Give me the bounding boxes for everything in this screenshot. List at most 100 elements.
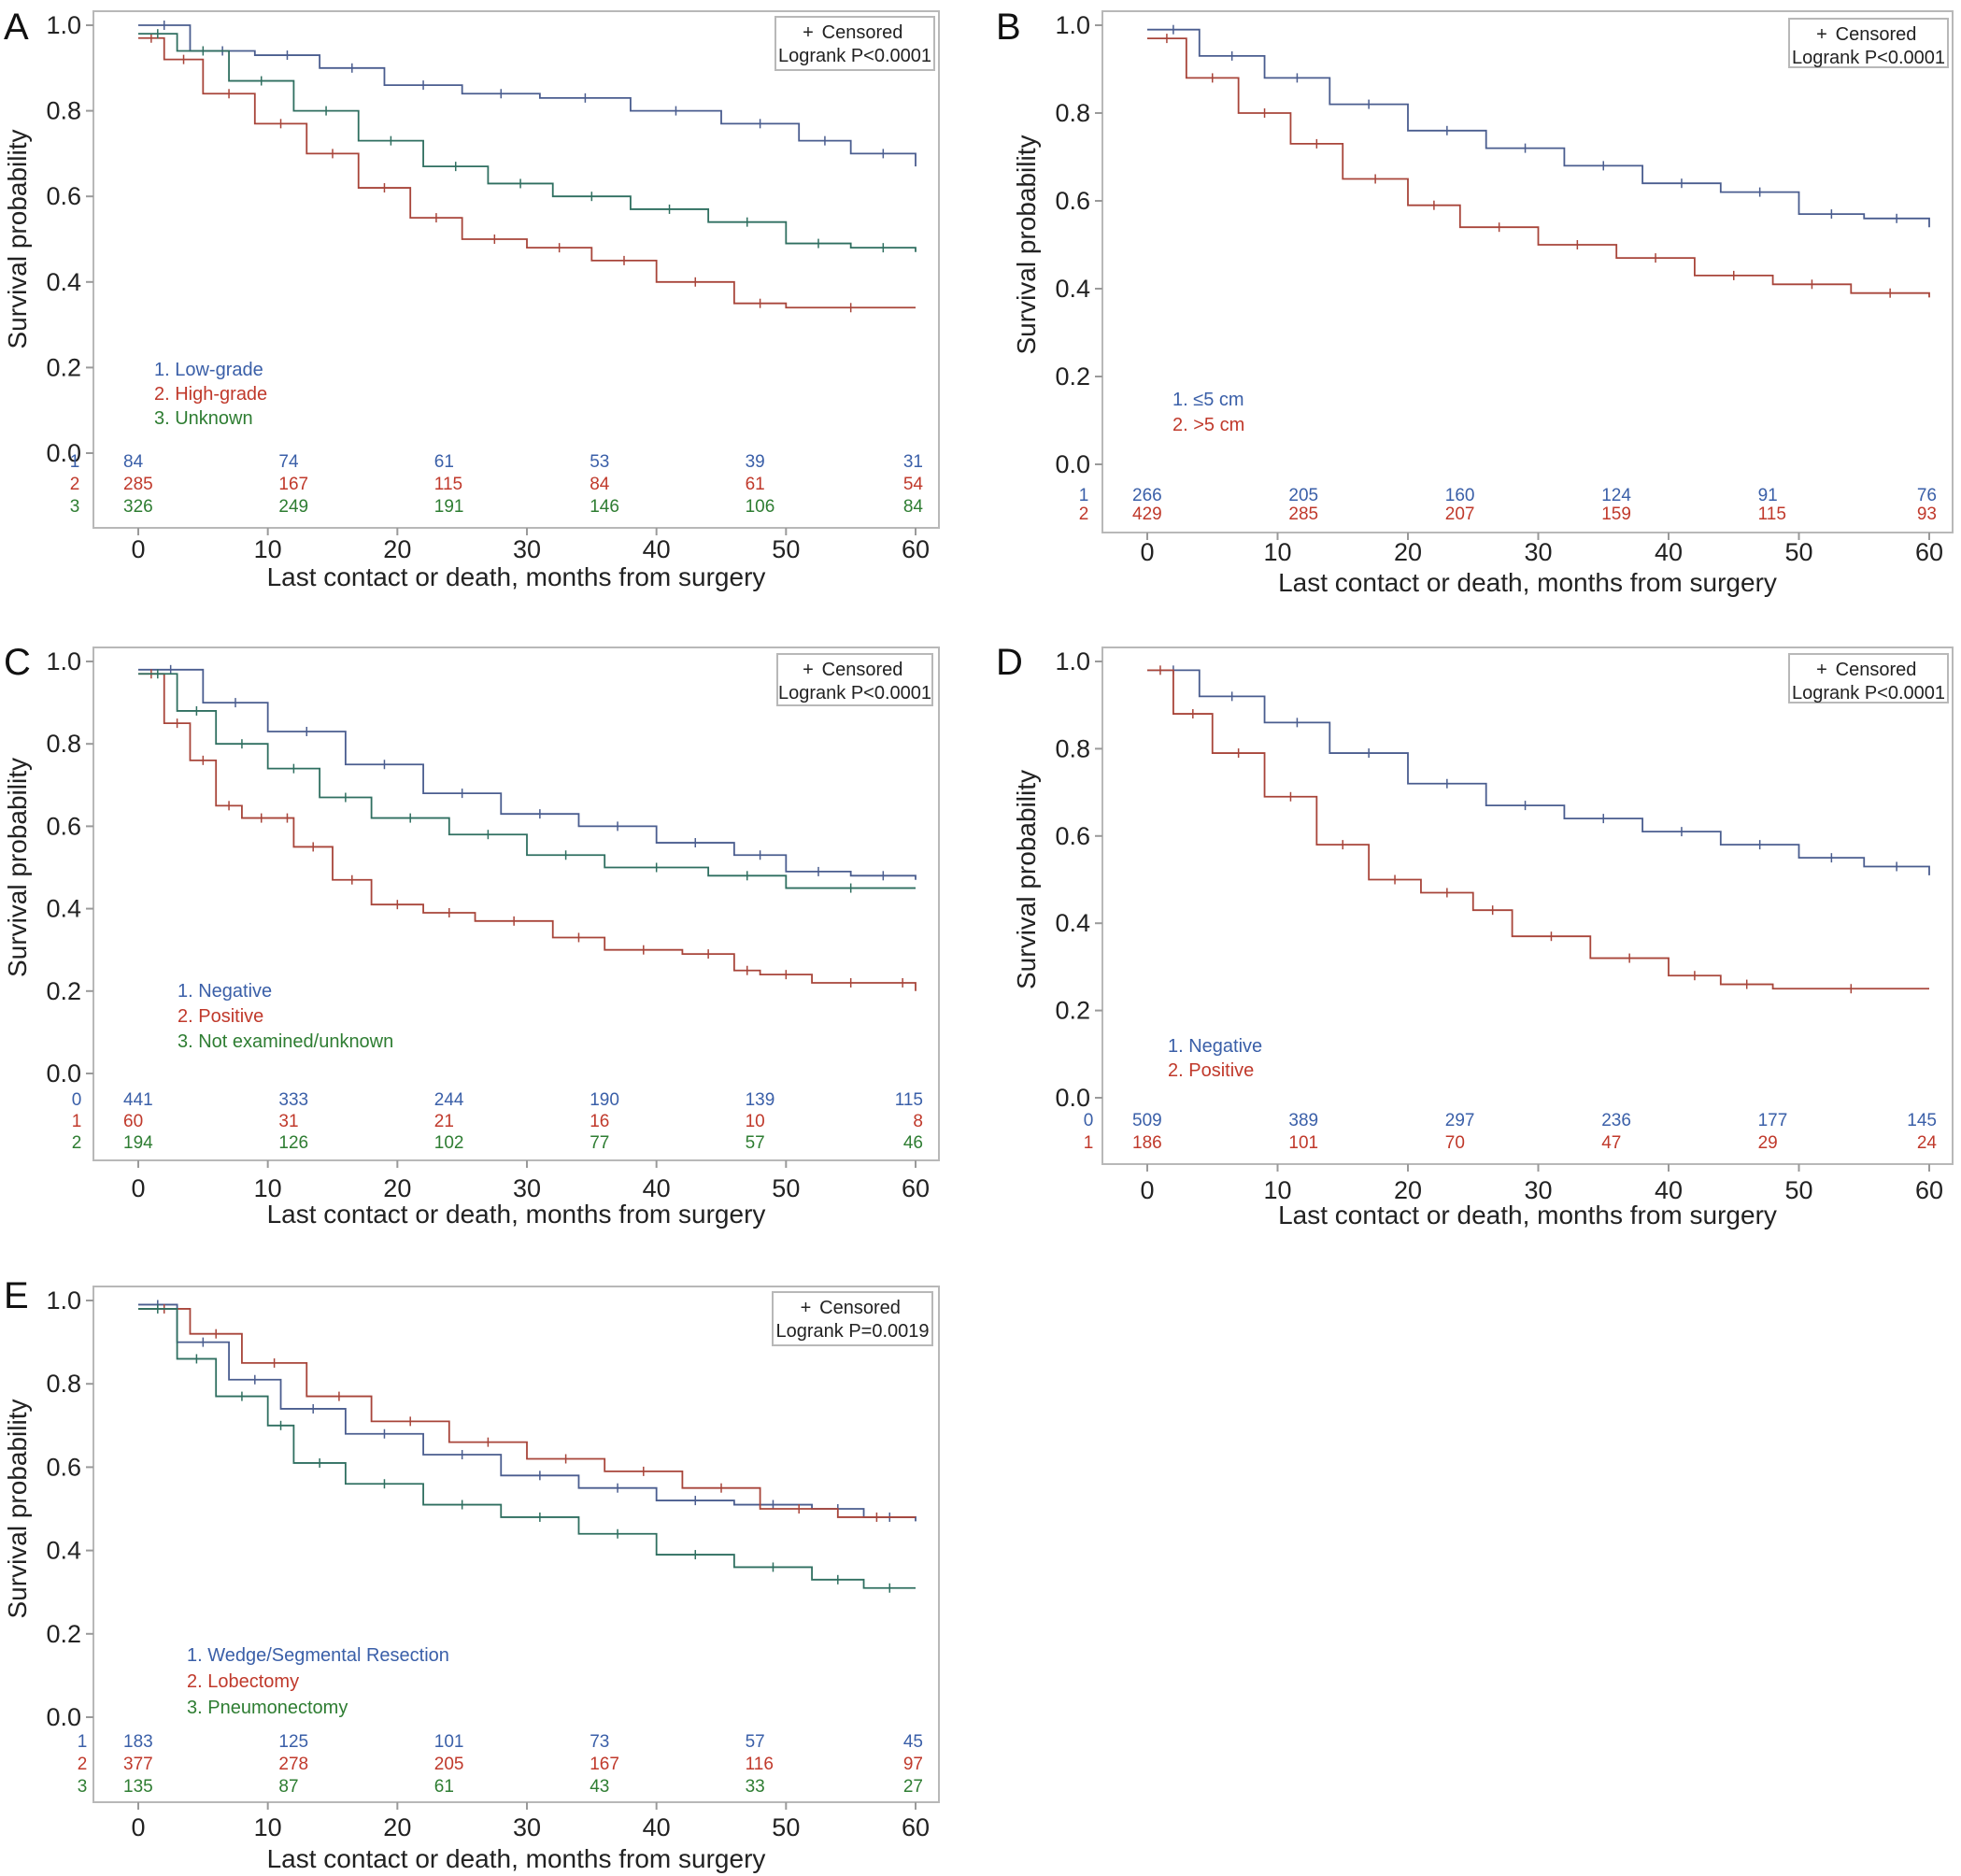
panel-b-xtick-label: 10 xyxy=(1263,538,1291,566)
panel-d-xtick-label: 30 xyxy=(1524,1176,1552,1204)
panel-e-ytick-label: 1.0 xyxy=(46,1286,81,1315)
panel-c-group-label-1: 1. Negative xyxy=(178,981,272,1002)
panel-e-ylabel: Survival probability xyxy=(3,1400,32,1619)
panel-b-ytick-label: 0.8 xyxy=(1055,99,1090,127)
panel-b-at-risk-count: 91 xyxy=(1758,486,1778,505)
panel-b-at-risk-count: 76 xyxy=(1917,486,1937,505)
panel-a-at-risk-count: 146 xyxy=(590,497,619,517)
panel-b-ytick-label: 0.2 xyxy=(1055,362,1090,391)
panel-a-at-risk-count: 61 xyxy=(746,475,765,494)
panel-a-at-risk-count: 115 xyxy=(434,475,462,494)
panel-e-at-risk-count: 167 xyxy=(590,1755,619,1774)
panel-a-xtick-label: 10 xyxy=(254,535,282,563)
panel-d-group-label-2: 2. Positive xyxy=(1168,1060,1254,1081)
panel-a-curve-3 xyxy=(138,33,917,252)
panel-e-risk-row-label: 1 xyxy=(78,1732,88,1752)
panel-a-ylabel: Survival probability xyxy=(3,130,32,349)
panel-e-at-risk-count: 87 xyxy=(278,1777,298,1797)
panel-c-risk-row-label: 0 xyxy=(72,1090,82,1110)
panel-d-xtick-label: 10 xyxy=(1263,1176,1291,1204)
panel-b-legend-censored: Censored xyxy=(1836,24,1917,45)
panel-a-xtick-label: 20 xyxy=(383,535,411,563)
panel-d-legend-censor-marker: + xyxy=(1816,660,1827,680)
panel-b-at-risk-count: 160 xyxy=(1445,486,1475,505)
panel-e-at-risk-count: 101 xyxy=(434,1732,464,1752)
panel-e-xtick-label: 30 xyxy=(513,1813,541,1841)
panel-a-ytick-label: 0.0 xyxy=(46,439,81,467)
panel-d-xtick-label: 20 xyxy=(1394,1176,1422,1204)
panel-e-at-risk-count: 116 xyxy=(746,1755,774,1774)
panel-a-at-risk-count: 84 xyxy=(590,475,610,494)
panel-e-frame xyxy=(92,1286,940,1803)
panel-c-ytick-label: 0.8 xyxy=(46,730,81,758)
panel-b-at-risk-count: 93 xyxy=(1917,505,1937,524)
panel-d-curve-1 xyxy=(1147,669,1930,875)
panel-c-at-risk-count: 194 xyxy=(123,1133,153,1153)
panel-b-ytick-label: 0.6 xyxy=(1055,187,1090,215)
panel-b-xlabel: Last contact or death, months from surge… xyxy=(1278,568,1777,597)
panel-e-xtick-label: 50 xyxy=(772,1813,800,1841)
panel-e-risk-row-label: 2 xyxy=(78,1755,88,1774)
panel-c-risk-row-label: 2 xyxy=(72,1133,82,1153)
panel-b-at-risk-count: 115 xyxy=(1758,505,1786,524)
panel-c-ytick-label: 1.0 xyxy=(46,647,81,675)
panel-a-ytick-label: 0.6 xyxy=(46,182,81,210)
panel-a-at-risk-count: 84 xyxy=(123,452,144,472)
panel-c-at-risk-count: 139 xyxy=(746,1090,775,1110)
panel-b-at-risk-count: 285 xyxy=(1288,505,1318,524)
panel-a-at-risk-count: 249 xyxy=(278,497,308,517)
panel-d-risk-row-label: 1 xyxy=(1084,1133,1094,1153)
panel-c-at-risk-count: 244 xyxy=(434,1090,464,1110)
panel-b-curve-2 xyxy=(1147,37,1930,298)
panel-c-legend-box xyxy=(776,653,933,706)
panel-e-xtick-label: 0 xyxy=(131,1813,145,1841)
panel-c-at-risk-count: 333 xyxy=(278,1090,308,1110)
panel-e-at-risk-count: 43 xyxy=(590,1777,609,1797)
panel-b-ytick-label: 1.0 xyxy=(1055,11,1090,39)
panel-a-legend-censor-marker: + xyxy=(803,22,814,43)
panel-b-at-risk-count: 124 xyxy=(1601,486,1631,505)
panel-c-xtick-label: 20 xyxy=(383,1174,411,1202)
panel-d-at-risk-count: 186 xyxy=(1132,1133,1162,1153)
panel-a-xtick-label: 50 xyxy=(772,535,800,563)
panel-a-risk-row-label: 3 xyxy=(70,497,80,517)
panel-d-at-risk-count: 145 xyxy=(1907,1111,1937,1130)
panel-d-xtick-label: 0 xyxy=(1140,1176,1154,1204)
panel-a-ytick-label: 1.0 xyxy=(46,11,81,39)
panel-d-ytick-label: 1.0 xyxy=(1055,647,1090,675)
panel-b-ylabel: Survival probability xyxy=(1012,135,1041,355)
panel-b-xtick-label: 60 xyxy=(1915,538,1943,566)
panel-d-xtick-label: 60 xyxy=(1915,1176,1943,1204)
panel-e-at-risk-count: 45 xyxy=(903,1732,923,1752)
panel-a-at-risk-count: 54 xyxy=(903,475,924,494)
panel-e-legend-censor-marker: + xyxy=(801,1298,812,1318)
panel-d-at-risk-count: 47 xyxy=(1601,1133,1621,1153)
panel-a-group-label-3: 3. Unknown xyxy=(154,408,253,429)
panel-c-at-risk-count: 16 xyxy=(590,1112,609,1131)
panel-b-ytick-label: 0.0 xyxy=(1055,450,1090,478)
panel-c-curve-1 xyxy=(138,668,917,880)
panel-c-xlabel: Last contact or death, months from surge… xyxy=(267,1200,766,1229)
panel-e-legend-box xyxy=(772,1291,933,1346)
panel-c-xtick-label: 10 xyxy=(254,1174,282,1202)
panel-c-at-risk-count: 8 xyxy=(913,1112,923,1131)
panel-c-risk-row-label: 1 xyxy=(72,1112,82,1131)
panel-a-at-risk-count: 39 xyxy=(746,452,765,472)
panel-c-at-risk-count: 46 xyxy=(903,1133,923,1153)
panel-b-frame xyxy=(1101,10,1954,533)
panel-d-legend-box xyxy=(1788,653,1949,704)
panel-c-at-risk-count: 21 xyxy=(434,1112,454,1131)
panel-c-legend-censor-marker: + xyxy=(803,660,814,680)
panel-c-legend-censored: Censored xyxy=(822,660,903,680)
panel-d-at-risk-count: 29 xyxy=(1758,1133,1778,1153)
panel-a-letter: A xyxy=(4,7,29,48)
panel-c-ytick-label: 0.0 xyxy=(46,1059,81,1087)
panel-d-xlabel: Last contact or death, months from surge… xyxy=(1278,1201,1777,1229)
panel-e-at-risk-count: 183 xyxy=(123,1732,153,1752)
panel-a-group-label-2: 2. High-grade xyxy=(154,384,267,405)
panel-c-xtick-label: 0 xyxy=(131,1174,145,1202)
panel-d-at-risk-count: 177 xyxy=(1758,1111,1788,1130)
panel-c-at-risk-count: 441 xyxy=(123,1090,153,1110)
panel-e-group-label-3: 3. Pneumonectomy xyxy=(187,1698,348,1718)
